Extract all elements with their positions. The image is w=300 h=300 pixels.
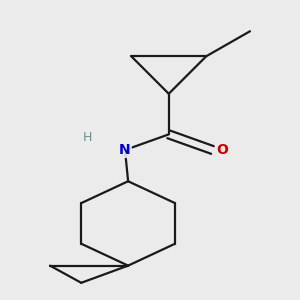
Text: N: N (119, 143, 131, 157)
Text: H: H (83, 131, 92, 144)
Text: O: O (216, 143, 228, 157)
